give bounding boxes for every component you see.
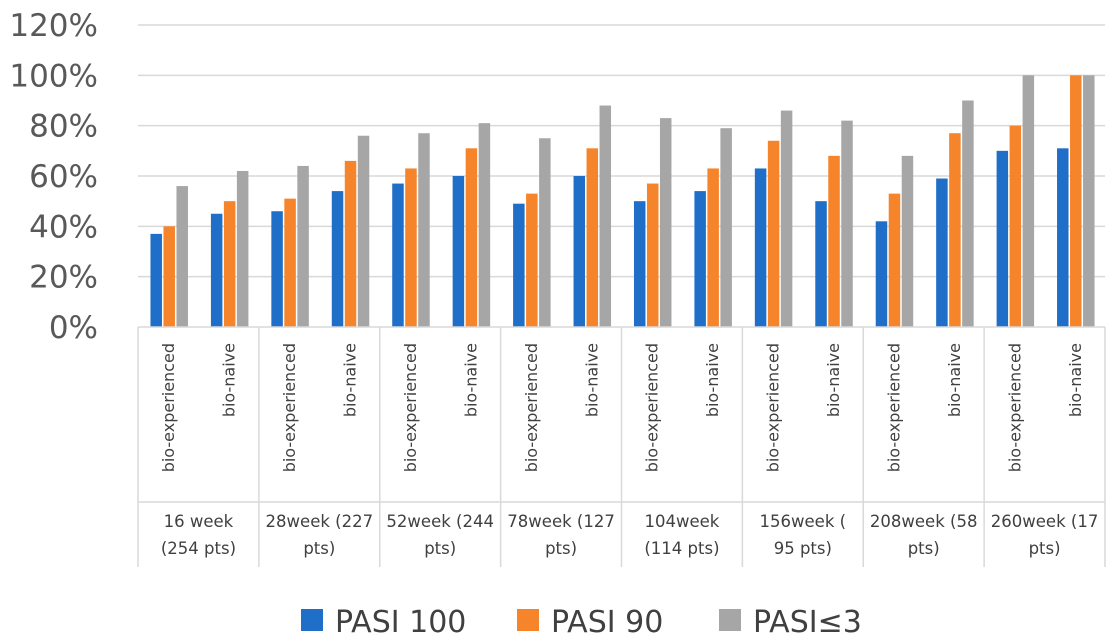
- legend-swatch: [517, 609, 539, 631]
- x-subcategory-label: bio-experienced: [884, 343, 903, 472]
- x-subcategory-label: bio-naive: [945, 343, 964, 417]
- bar: [210, 213, 223, 327]
- legend: PASI 100 PASI 90 PASI≤3: [301, 605, 862, 640]
- bar: [236, 170, 249, 327]
- bar: [599, 105, 612, 328]
- x-group-label: 260week (17: [991, 512, 1099, 531]
- bar: [297, 165, 309, 327]
- x-subcategory-label: bio-naive: [582, 343, 601, 417]
- bar: [659, 118, 672, 327]
- bar: [767, 140, 780, 327]
- x-axis: bio-experienced bio-naive bio-experienced b…: [137, 326, 1106, 567]
- x-subcategory-label: bio-experienced: [643, 343, 662, 472]
- legend-label: PASI≤3: [753, 605, 862, 640]
- x-subcategory-label: bio-naive: [220, 343, 239, 417]
- bar: [888, 193, 901, 327]
- bar: [1057, 148, 1069, 327]
- y-tick-label: 40%: [29, 209, 98, 245]
- bar: [478, 123, 491, 328]
- x-subcategory-label: bio-experienced: [401, 343, 420, 472]
- bar: [633, 201, 646, 327]
- bar: [996, 150, 1009, 327]
- bar: [163, 226, 175, 327]
- x-subcategory-label: bio-naive: [703, 343, 722, 417]
- bar: [418, 133, 430, 327]
- bar: [452, 176, 465, 327]
- bar: [405, 168, 417, 327]
- legend-swatch: [719, 609, 741, 631]
- x-subcategory-label: bio-naive: [461, 343, 480, 417]
- y-tick-label: 120%: [9, 8, 98, 44]
- y-tick-label: 80%: [29, 109, 98, 145]
- y-tick-label: 20%: [29, 260, 98, 296]
- y-tick-label: 100%: [9, 58, 98, 94]
- x-group-label: pts): [424, 539, 456, 558]
- bar: [815, 201, 827, 327]
- x-group-label: (254 pts): [161, 539, 236, 558]
- bar: [539, 138, 551, 327]
- x-subcategory-label: bio-naive: [341, 343, 360, 417]
- bar: [707, 168, 719, 327]
- bar: [586, 148, 599, 327]
- bar: [694, 191, 706, 327]
- x-group-label: 52week (244: [386, 512, 494, 531]
- bar: [344, 160, 357, 327]
- x-group-label: pts): [908, 539, 940, 558]
- x-group-label: 156week (: [760, 512, 847, 531]
- bar: [1009, 125, 1022, 328]
- bar: [754, 168, 767, 327]
- x-subcategory-label: bio-naive: [824, 343, 843, 417]
- bar: [901, 155, 914, 327]
- bar: [828, 155, 840, 327]
- bar: [875, 221, 888, 327]
- bar: [150, 233, 162, 327]
- x-group-label: pts): [545, 539, 577, 558]
- x-subcategory-label: bio-experienced: [522, 343, 541, 472]
- bar: [223, 201, 236, 327]
- x-subcategory-label: bio-experienced: [764, 343, 783, 472]
- bar: [936, 178, 948, 327]
- bar: [720, 128, 732, 327]
- y-axis-ticks: 0% 20% 40% 60% 80% 100% 120%: [9, 8, 98, 346]
- bar: [331, 191, 344, 327]
- bar: [1022, 75, 1035, 327]
- legend-swatch: [301, 609, 323, 631]
- x-group-label: 16 week: [164, 512, 234, 531]
- x-subcategory-label: bio-experienced: [159, 343, 178, 472]
- bar: [513, 203, 525, 327]
- bar: [1070, 75, 1082, 327]
- bar: [526, 193, 538, 327]
- y-tick-label: 0%: [49, 310, 98, 346]
- x-group-label: pts): [1029, 539, 1061, 558]
- bar: [646, 183, 659, 327]
- x-group-label: 78week (127: [507, 512, 615, 531]
- x-group-label: 95 pts): [774, 539, 832, 558]
- bar: [357, 135, 370, 327]
- bar: [271, 211, 283, 327]
- bar: [465, 148, 478, 327]
- bar: [841, 120, 853, 327]
- x-group-label: 104week: [645, 512, 720, 531]
- bar: [392, 183, 404, 327]
- x-subcategory-label: bio-naive: [1066, 343, 1085, 417]
- bar: [962, 100, 974, 327]
- legend-label: PASI 90: [551, 605, 663, 640]
- bar: [176, 186, 188, 327]
- y-tick-label: 60%: [29, 159, 98, 195]
- x-group-label: 28week (227: [266, 512, 374, 531]
- bars: [150, 75, 1095, 328]
- bar: [780, 110, 793, 327]
- x-subcategory-label: bio-experienced: [1005, 343, 1024, 472]
- bar: [949, 133, 961, 327]
- bar: [1083, 75, 1095, 327]
- legend-label: PASI 100: [335, 605, 466, 640]
- bar: [284, 198, 296, 327]
- x-group-label: 208week (58: [870, 512, 978, 531]
- bar: [573, 176, 586, 327]
- x-subcategory-label: bio-experienced: [280, 343, 299, 472]
- x-group-label: pts): [303, 539, 335, 558]
- x-group-label: (114 pts): [644, 539, 719, 558]
